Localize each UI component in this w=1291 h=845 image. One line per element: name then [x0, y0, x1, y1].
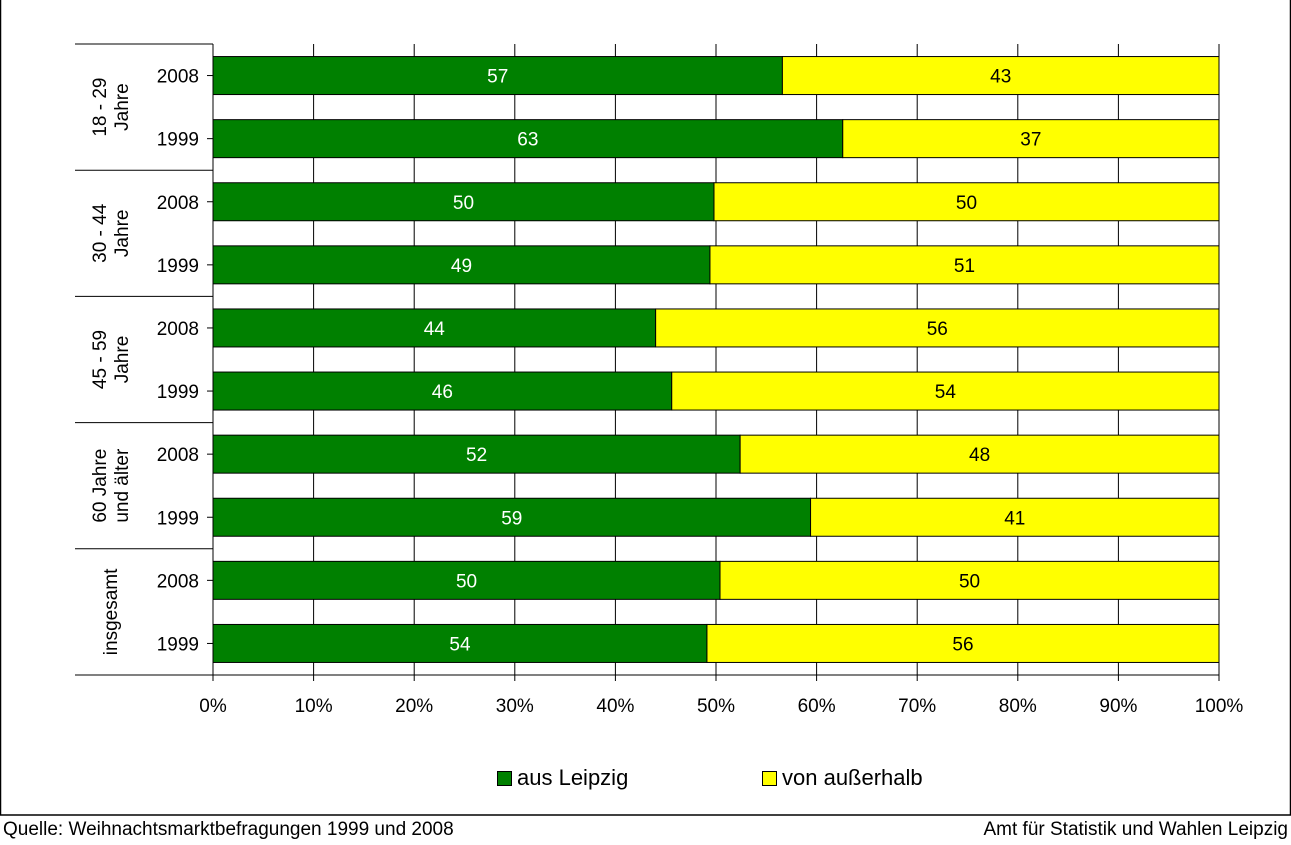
age-group-label-line: 60 Jahre	[90, 449, 111, 523]
data-label-aus-leipzig: 54	[449, 634, 471, 655]
x-tick-label: 30%	[496, 696, 534, 717]
bar-aus-leipzig	[212, 560, 721, 600]
age-group-label-line: insgesamt	[101, 568, 122, 655]
data-label-von-ausserhalb: 56	[927, 319, 948, 340]
bar-aus-leipzig	[212, 245, 711, 285]
bar-aus-leipzig	[212, 119, 844, 159]
data-label-aus-leipzig: 63	[517, 130, 538, 151]
age-group-label-line: 18 - 29	[90, 78, 111, 137]
bar-von-ausserhalb	[655, 308, 1220, 348]
bar-von-ausserhalb	[842, 119, 1220, 159]
bar-aus-leipzig	[212, 308, 657, 348]
data-label-von-ausserhalb: 54	[935, 382, 957, 403]
year-label: 2008	[157, 445, 199, 466]
bar-aus-leipzig	[212, 371, 673, 411]
data-label-aus-leipzig: 57	[487, 67, 508, 88]
bar-von-ausserhalb	[671, 371, 1220, 411]
age-group-label: 18 - 29Jahre	[90, 78, 133, 137]
bar-aus-leipzig	[212, 56, 783, 96]
age-group-label-line: 45 - 59	[90, 330, 111, 389]
data-label-aus-leipzig: 52	[466, 445, 487, 466]
x-tick-label: 0%	[199, 696, 227, 717]
bar-von-ausserhalb	[709, 245, 1220, 285]
legend-swatch-aus-leipzig	[497, 770, 512, 786]
data-label-aus-leipzig: 49	[451, 256, 472, 277]
x-tick-label: 50%	[697, 696, 735, 717]
data-label-von-ausserhalb: 48	[969, 445, 990, 466]
x-tick-label: 90%	[1099, 696, 1137, 717]
bar-aus-leipzig	[212, 623, 708, 663]
bar-von-ausserhalb	[781, 56, 1220, 96]
chart-legend: aus Leipzig von außerhalb	[0, 763, 1291, 793]
year-label: 1999	[157, 130, 199, 151]
legend-label-von-ausserhalb: von außerhalb	[782, 765, 923, 790]
x-tick-label: 100%	[1195, 696, 1244, 717]
age-group-label-line: 30 - 44	[90, 203, 111, 263]
year-label: 1999	[157, 508, 199, 529]
legend-swatch-von-ausserhalb	[762, 770, 777, 786]
bar-aus-leipzig	[212, 434, 741, 474]
x-tick-label: 70%	[898, 696, 936, 717]
legend-label-aus-leipzig: aus Leipzig	[517, 765, 629, 790]
age-group-label-line: Jahre	[112, 336, 133, 384]
year-label: 2008	[157, 193, 199, 214]
data-label-aus-leipzig: 50	[456, 571, 477, 592]
year-label: 2008	[157, 571, 199, 592]
legend-item-aus-leipzig: aus Leipzig	[497, 763, 628, 793]
data-label-von-ausserhalb: 51	[954, 256, 975, 277]
year-label: 1999	[157, 382, 199, 403]
age-group-label: 45 - 59Jahre	[90, 330, 133, 389]
age-group-label-line: Jahre	[112, 83, 133, 131]
year-label: 2008	[157, 319, 199, 340]
x-tick-label: 20%	[395, 696, 433, 717]
age-group-label: 60 Jahreund älter	[90, 448, 133, 523]
data-label-von-ausserhalb: 37	[1020, 130, 1041, 151]
year-label: 1999	[157, 256, 199, 277]
data-label-aus-leipzig: 50	[453, 193, 474, 214]
bar-von-ausserhalb	[706, 623, 1220, 663]
x-tick-label: 10%	[295, 696, 333, 717]
data-label-von-ausserhalb: 41	[1004, 508, 1025, 529]
data-label-aus-leipzig: 46	[432, 382, 453, 403]
bar-von-ausserhalb	[713, 182, 1220, 222]
x-tick-label: 60%	[798, 696, 836, 717]
source-note: Quelle: Weihnachtsmarktbefragungen 1999 …	[3, 819, 454, 840]
bar-von-ausserhalb	[739, 434, 1220, 474]
data-label-von-ausserhalb: 56	[952, 634, 973, 655]
data-label-von-ausserhalb: 50	[959, 571, 980, 592]
author-note: Amt für Statistik und Wahlen Leipzig	[983, 819, 1289, 840]
year-label: 2008	[157, 67, 199, 88]
data-label-aus-leipzig: 59	[501, 508, 522, 529]
x-tick-label: 40%	[596, 696, 634, 717]
bar-von-ausserhalb	[810, 497, 1220, 537]
age-group-label: insgesamt	[101, 568, 122, 655]
x-tick-label: 80%	[999, 696, 1037, 717]
data-label-von-ausserhalb: 50	[956, 193, 977, 214]
age-group-label: 30 - 44Jahre	[90, 203, 133, 263]
data-label-von-ausserhalb: 43	[990, 67, 1011, 88]
age-group-label-line: Jahre	[112, 210, 133, 258]
bar-aus-leipzig	[212, 497, 812, 537]
data-label-aus-leipzig: 44	[424, 319, 446, 340]
year-label: 1999	[157, 634, 199, 655]
bar-von-ausserhalb	[719, 560, 1220, 600]
legend-item-von-ausserhalb: von außerhalb	[762, 763, 923, 793]
age-group-label-line: und älter	[112, 448, 133, 523]
